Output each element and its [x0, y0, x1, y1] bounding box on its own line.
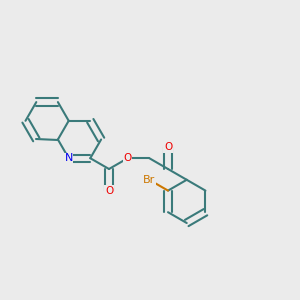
Text: N: N	[64, 153, 73, 163]
Text: O: O	[164, 142, 172, 152]
Text: O: O	[124, 153, 132, 163]
Text: O: O	[105, 186, 113, 196]
Text: Br: Br	[143, 175, 155, 185]
